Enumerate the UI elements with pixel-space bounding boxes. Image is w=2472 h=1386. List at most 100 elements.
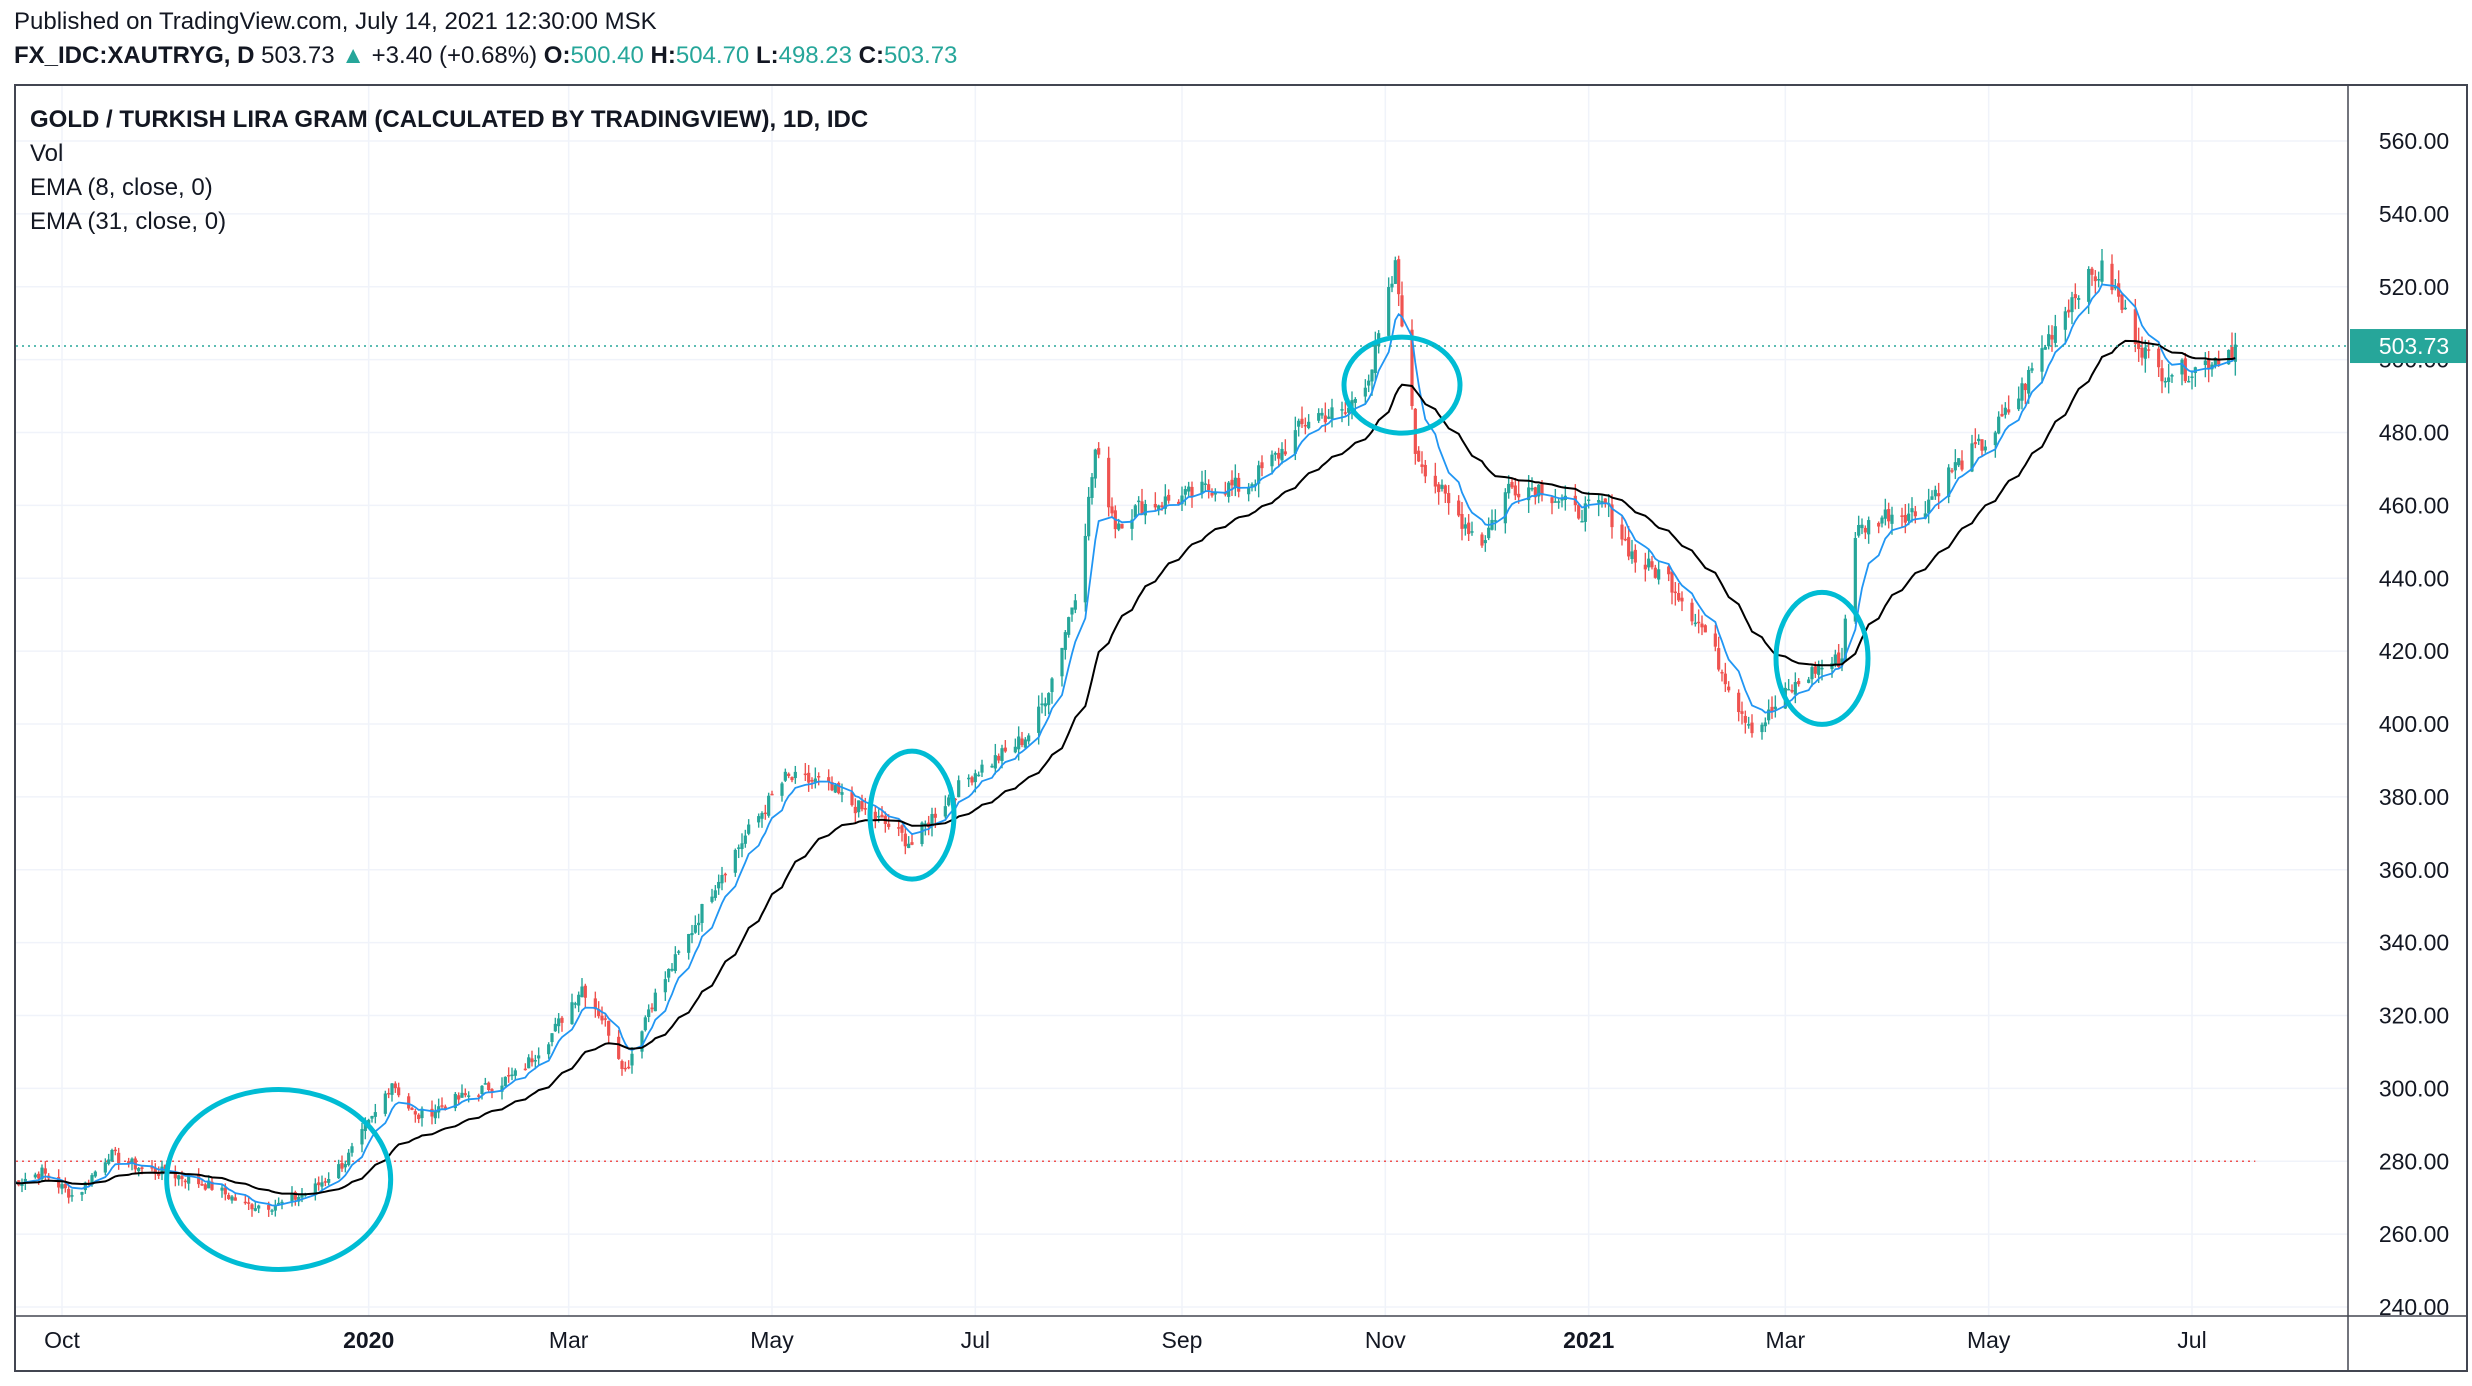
candle-down	[603, 1018, 607, 1020]
candle-up	[673, 954, 677, 971]
candle-down	[2023, 383, 2027, 391]
candle-down	[1960, 460, 1964, 470]
candle-up	[580, 986, 584, 998]
candle-up	[343, 1164, 347, 1168]
candle-down	[1460, 514, 1464, 529]
candle-up	[1587, 499, 1591, 501]
candle-down	[1700, 623, 1704, 628]
candle-down	[1020, 738, 1024, 746]
candle-down	[1673, 591, 1677, 594]
candle-up	[1157, 505, 1161, 511]
candle-down	[210, 1181, 214, 1190]
candle-down	[490, 1089, 494, 1092]
candle-up	[1270, 454, 1274, 467]
candle-up	[177, 1175, 181, 1180]
candle-down	[2093, 276, 2097, 282]
chart-title: GOLD / TURKISH LIRA GRAM (CALCULATED BY …	[30, 106, 869, 133]
candle-up	[160, 1166, 164, 1175]
y-tick-label: 260.00	[2379, 1221, 2449, 1247]
y-tick-label: 280.00	[2379, 1148, 2449, 1174]
candle-down	[140, 1167, 144, 1169]
candle-down	[1510, 481, 1514, 488]
candle-up	[1320, 412, 1324, 416]
candle-down	[1457, 500, 1461, 516]
candle-up	[503, 1076, 507, 1086]
candle-up	[630, 1053, 634, 1066]
candle-down	[887, 823, 891, 827]
candle-down	[1680, 597, 1684, 602]
candle-down	[293, 1192, 297, 1200]
candle-down	[183, 1180, 187, 1183]
candle-down	[1813, 666, 1817, 674]
candle-up	[947, 797, 951, 806]
candle-down	[1447, 493, 1451, 504]
candle-down	[1650, 561, 1654, 568]
y-tick-label: 460.00	[2379, 492, 2449, 518]
candle-down	[457, 1095, 461, 1100]
ema-fast-legend[interactable]: EMA (8, close, 0)	[30, 174, 213, 201]
candle-down	[620, 1061, 624, 1069]
candle-down	[1210, 492, 1214, 496]
chart-header: Published on TradingView.com, July 14, 2…	[0, 0, 2472, 80]
candle-up	[1597, 499, 1601, 503]
candle-down	[1740, 711, 1744, 714]
candle-down	[1423, 464, 1427, 477]
candle-up	[1037, 706, 1041, 733]
candle-down	[1300, 418, 1304, 425]
candle-up	[1247, 486, 1251, 495]
candle-down	[323, 1181, 327, 1183]
candle-down	[2133, 309, 2137, 345]
candle-down	[997, 755, 1001, 761]
candle-up	[1017, 736, 1021, 750]
candle-up	[693, 925, 697, 933]
candle-down	[1913, 511, 1917, 517]
candle-up	[1947, 467, 1951, 497]
y-tick-label: 480.00	[2379, 420, 2449, 446]
candle-down	[1610, 504, 1614, 528]
candle-up	[70, 1195, 74, 1197]
candle-up	[257, 1205, 261, 1209]
candle-up	[390, 1083, 394, 1095]
candle-up	[253, 1208, 257, 1211]
x-tick-label: May	[1967, 1327, 2011, 1353]
candle-down	[2207, 358, 2211, 370]
candle-up	[1630, 551, 1634, 560]
chart-frame[interactable]: 560.00540.00520.00500.00480.00460.00440.…	[14, 84, 2468, 1372]
candle-down	[127, 1161, 131, 1164]
candle-down	[597, 1009, 601, 1017]
candle-up	[643, 1017, 647, 1031]
candle-down	[1950, 470, 1954, 472]
candle-up	[1387, 287, 1391, 336]
ema-slow-legend[interactable]: EMA (31, close, 0)	[30, 208, 227, 235]
candle-up	[460, 1092, 464, 1098]
candle-up	[270, 1210, 274, 1212]
candle-up	[230, 1196, 234, 1201]
candle-up	[1787, 688, 1791, 691]
candle-down	[1737, 692, 1741, 713]
candle-up	[1060, 647, 1064, 677]
candle-up	[1353, 398, 1357, 403]
candle-up	[720, 875, 724, 884]
candle-up	[957, 780, 961, 798]
candle-up	[1213, 493, 1217, 495]
candle-up	[2070, 297, 2074, 313]
candle-up	[1370, 369, 1374, 382]
candle-up	[760, 813, 764, 819]
candle-up	[1470, 531, 1474, 533]
candle-up	[1440, 484, 1444, 489]
candle-up	[1890, 514, 1894, 524]
volume-legend[interactable]: Vol	[30, 140, 64, 167]
candle-down	[487, 1082, 491, 1091]
candle-down	[2160, 368, 2164, 382]
candle-up	[980, 764, 984, 773]
candle-up	[480, 1085, 484, 1095]
candle-down	[1517, 493, 1521, 498]
candle-down	[2117, 283, 2121, 297]
candle-up	[33, 1174, 37, 1178]
chart-canvas[interactable]: 560.00540.00520.00500.00480.00460.00440.…	[16, 86, 2466, 1370]
x-tick-label: Jul	[2177, 1327, 2206, 1353]
candle-down	[1177, 501, 1181, 505]
candle-up	[1773, 706, 1777, 710]
candle-up	[833, 785, 837, 793]
candle-down	[1623, 538, 1627, 541]
